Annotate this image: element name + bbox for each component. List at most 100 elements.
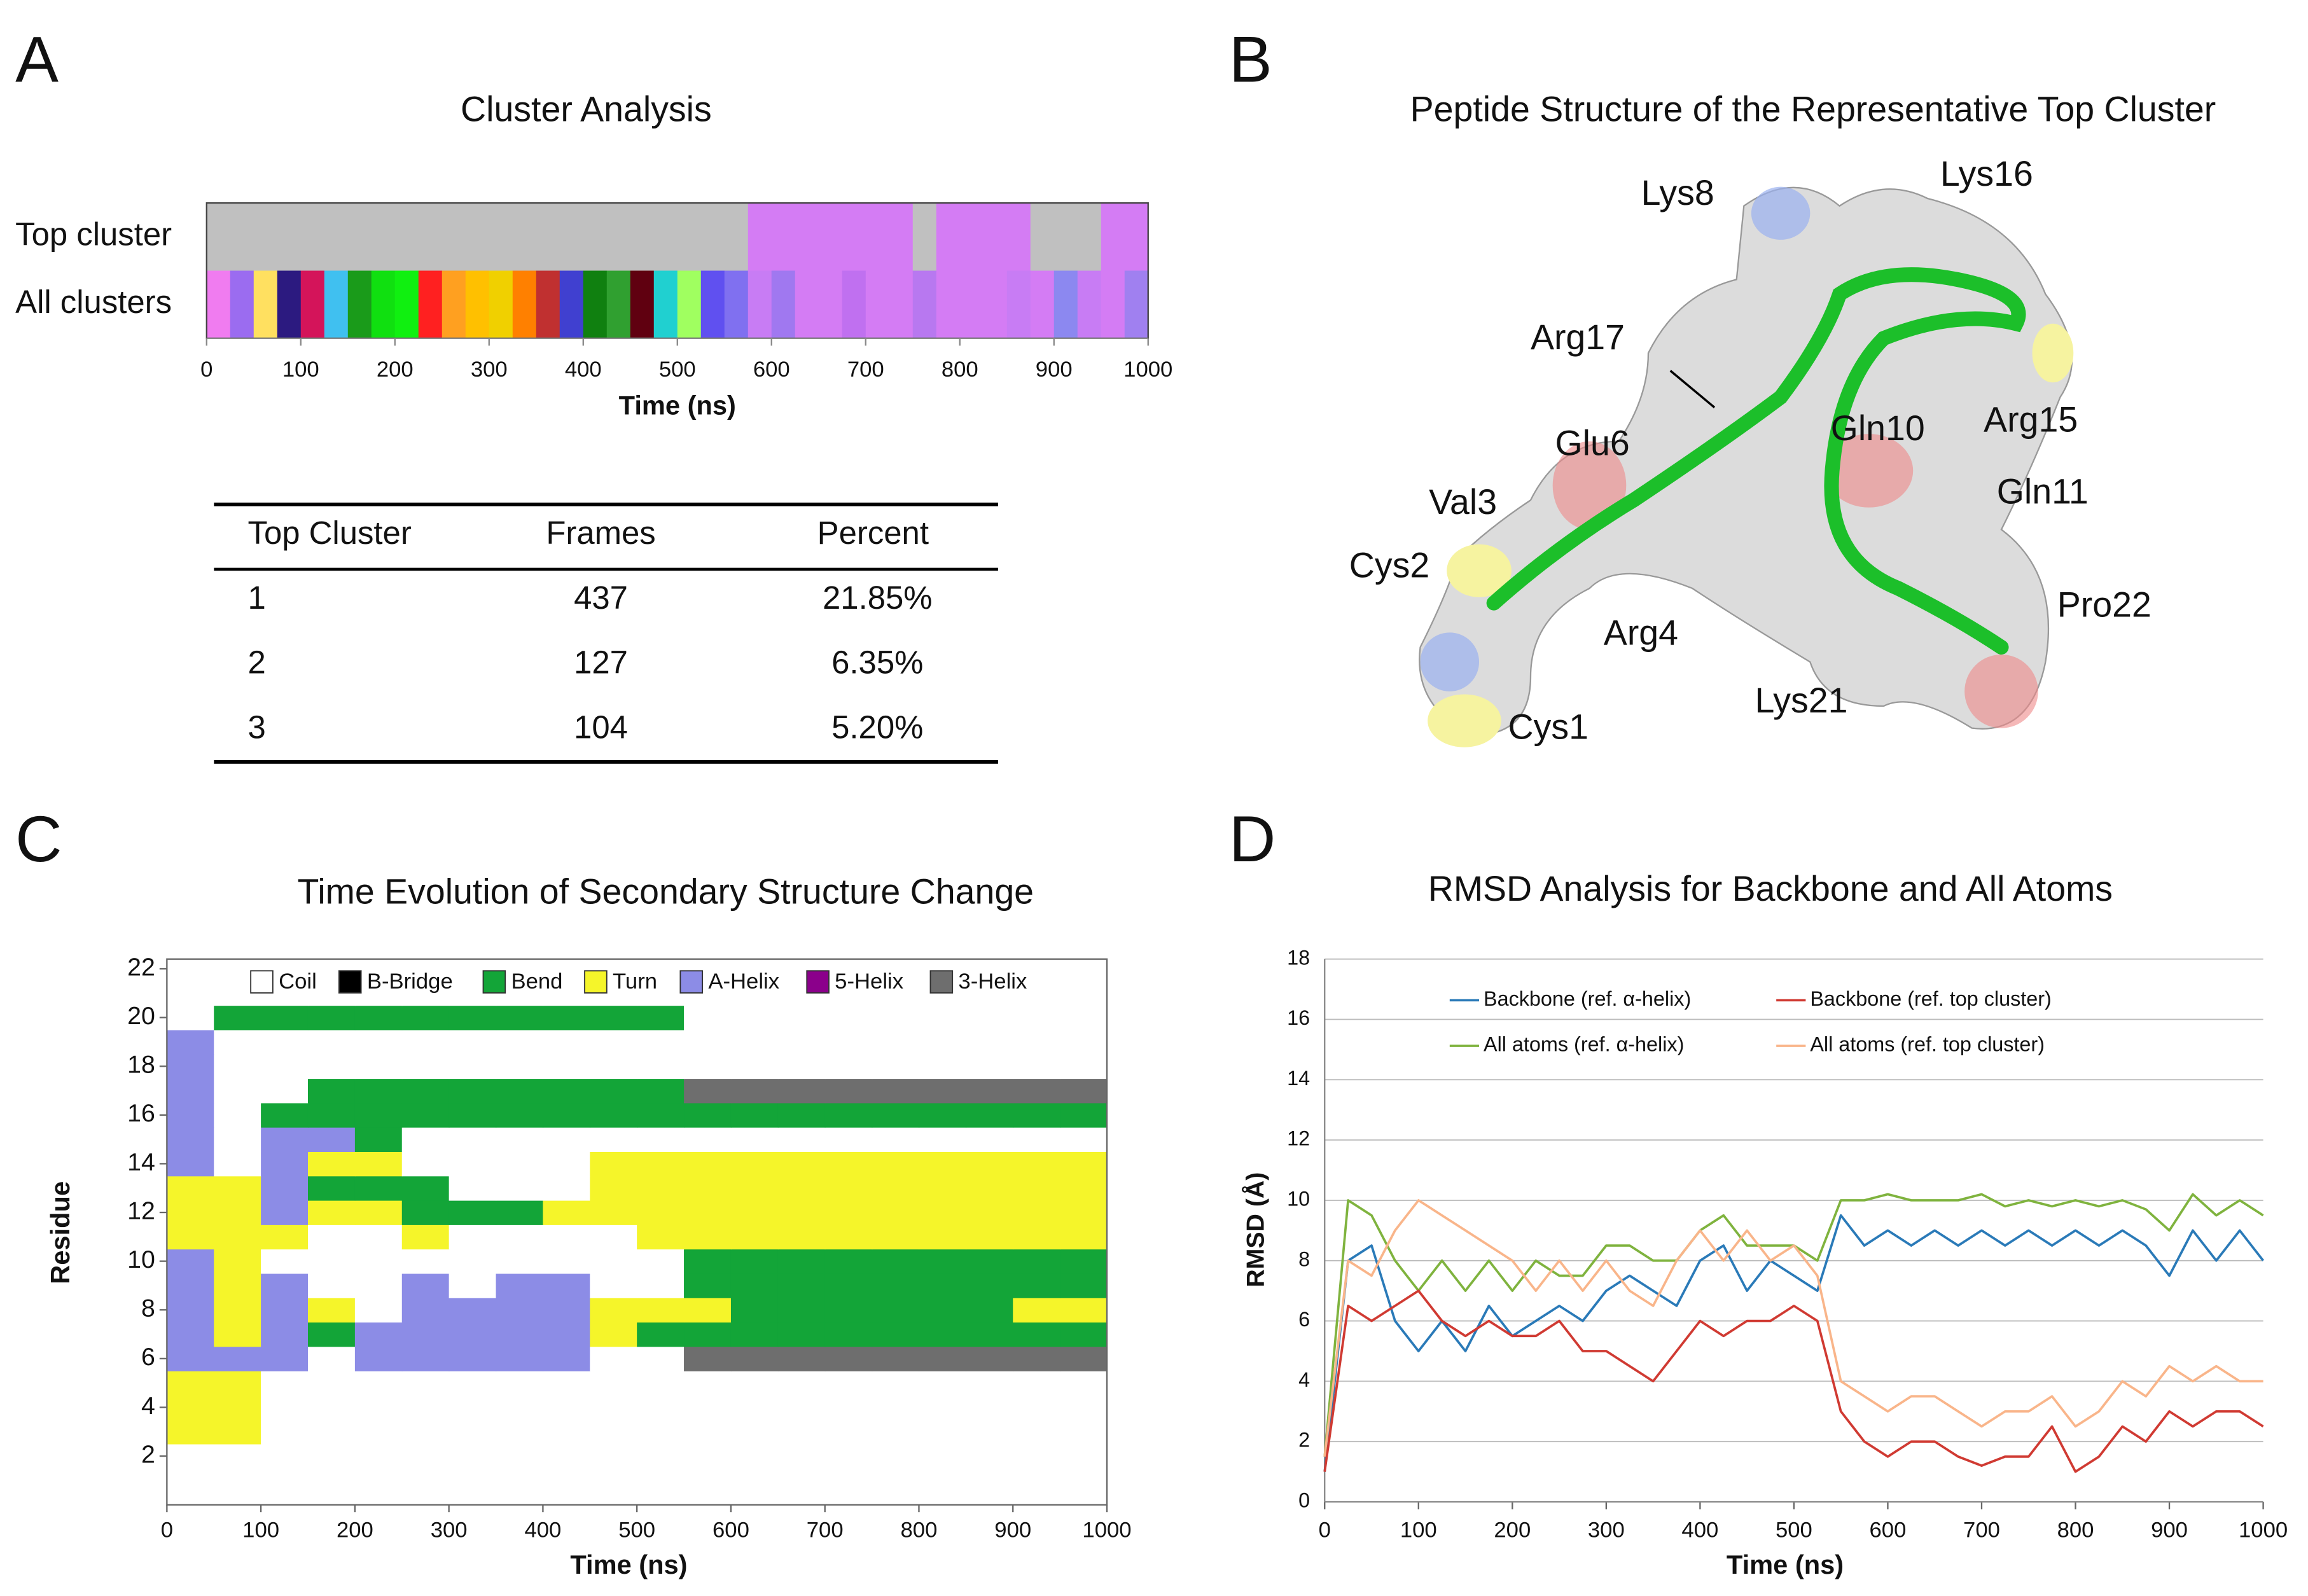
structure-cell xyxy=(684,1395,732,1420)
cluster-segment xyxy=(771,270,796,338)
sulfur-patch xyxy=(1447,544,1512,597)
x-tick-label: 300 xyxy=(471,357,508,382)
structure-cell xyxy=(448,1176,497,1201)
structure-cell xyxy=(637,1102,685,1128)
structure-cell xyxy=(214,1419,261,1445)
structure-cell xyxy=(777,1273,826,1298)
cluster-segment xyxy=(724,270,749,338)
structure-cell xyxy=(1060,1346,1108,1371)
structure-cell xyxy=(543,981,590,1006)
structure-cell xyxy=(637,1005,685,1030)
x-tick-label: 1000 xyxy=(1082,1518,1131,1542)
structure-cell xyxy=(872,1078,920,1104)
structure-cell xyxy=(214,1443,261,1469)
cluster-segment xyxy=(394,270,419,338)
structure-cell xyxy=(307,1029,356,1055)
structure-cell xyxy=(354,1151,403,1177)
structure-cell xyxy=(448,1249,497,1274)
series-line xyxy=(1323,1199,2263,1457)
structure-cell xyxy=(214,1078,261,1104)
structure-cell xyxy=(872,1176,920,1201)
cluster-segment xyxy=(1030,270,1055,338)
structure-cell xyxy=(167,1200,214,1225)
structure-cell xyxy=(590,1419,637,1445)
y-tick-label: 16 xyxy=(1287,1006,1310,1029)
y-axis-title: RMSD (Å) xyxy=(1241,1172,1269,1287)
cluster-segment xyxy=(324,270,349,338)
structure-cell xyxy=(730,1419,779,1445)
structure-cell xyxy=(167,1078,214,1104)
structure-cell xyxy=(401,1249,450,1274)
structure-cell xyxy=(1013,1127,1060,1152)
residue-label: Lys16 xyxy=(1940,154,2033,193)
cluster-segment xyxy=(842,203,866,271)
legend-swatch xyxy=(584,970,608,994)
structure-cell xyxy=(354,1127,403,1152)
structure-cell xyxy=(919,1249,967,1274)
structure-cell xyxy=(684,1127,732,1152)
legend-label: B-Bridge xyxy=(367,969,453,994)
structure-cell xyxy=(1060,981,1108,1006)
structure-cell xyxy=(307,1102,356,1128)
structure-cell xyxy=(261,1273,309,1298)
structure-cell xyxy=(543,1102,590,1128)
structure-cell xyxy=(214,1322,261,1347)
structure-cell xyxy=(261,1054,309,1079)
structure-cell xyxy=(543,1419,590,1445)
structure-cell xyxy=(919,1273,967,1298)
structure-cell xyxy=(214,1395,261,1420)
structure-cell xyxy=(777,1298,826,1323)
legend-label: All atoms (ref. top cluster) xyxy=(1810,1033,2045,1056)
cluster-segment xyxy=(842,270,866,338)
structure-cell xyxy=(167,1225,214,1250)
structure-cell xyxy=(590,1395,637,1420)
structure-cell xyxy=(730,1322,779,1347)
y-tick-label: 18 xyxy=(1287,946,1310,969)
structure-cell xyxy=(777,1443,826,1469)
structure-cell xyxy=(919,1151,967,1177)
structure-cell xyxy=(872,1200,920,1225)
cluster-segment xyxy=(865,203,890,271)
y-tick-label: 16 xyxy=(127,1099,155,1127)
structure-cell xyxy=(214,1273,261,1298)
structure-cell xyxy=(448,1005,497,1030)
structure-cell xyxy=(966,1322,1013,1347)
structure-cell xyxy=(824,1419,873,1445)
structure-cell xyxy=(824,1176,873,1201)
cluster-segment xyxy=(889,270,914,338)
structure-cell xyxy=(1060,1005,1108,1030)
structure-cell xyxy=(401,1151,450,1177)
cluster-segment xyxy=(771,203,796,271)
y-tick-label: 14 xyxy=(127,1148,155,1176)
structure-cell xyxy=(1013,1225,1060,1250)
molecular-surface xyxy=(1419,186,2073,737)
structure-cell xyxy=(872,1225,920,1250)
structure-cell xyxy=(354,1029,403,1055)
structure-cell xyxy=(401,1468,450,1494)
residue-label: Arg15 xyxy=(1984,399,2078,439)
cell: 437 xyxy=(574,579,628,616)
structure-cell xyxy=(167,1102,214,1128)
structure-cell xyxy=(966,1468,1013,1494)
y-tick-label: 8 xyxy=(141,1294,155,1322)
structure-cell xyxy=(824,1054,873,1079)
cluster-segment xyxy=(606,203,631,271)
structure-cell xyxy=(730,1176,779,1201)
structure-cell xyxy=(590,1200,637,1225)
row-label: Top cluster xyxy=(15,216,172,253)
structure-cell xyxy=(261,1322,309,1347)
structure-cell xyxy=(261,1346,309,1371)
structure-cell xyxy=(966,1225,1013,1250)
x-tick-label: 800 xyxy=(2057,1518,2094,1542)
structure-cell xyxy=(872,1419,920,1445)
structure-cell xyxy=(1060,1273,1108,1298)
structure-cell xyxy=(637,1054,685,1079)
legend-label: 3-Helix xyxy=(958,969,1027,994)
structure-cell xyxy=(684,1322,732,1347)
y-tick-label: 6 xyxy=(1298,1308,1310,1331)
structure-cell xyxy=(167,1127,214,1152)
structure-cell xyxy=(543,1298,590,1323)
structure-cell xyxy=(684,1443,732,1469)
structure-cell xyxy=(496,1225,544,1250)
sulfur-patch xyxy=(1428,694,1501,747)
